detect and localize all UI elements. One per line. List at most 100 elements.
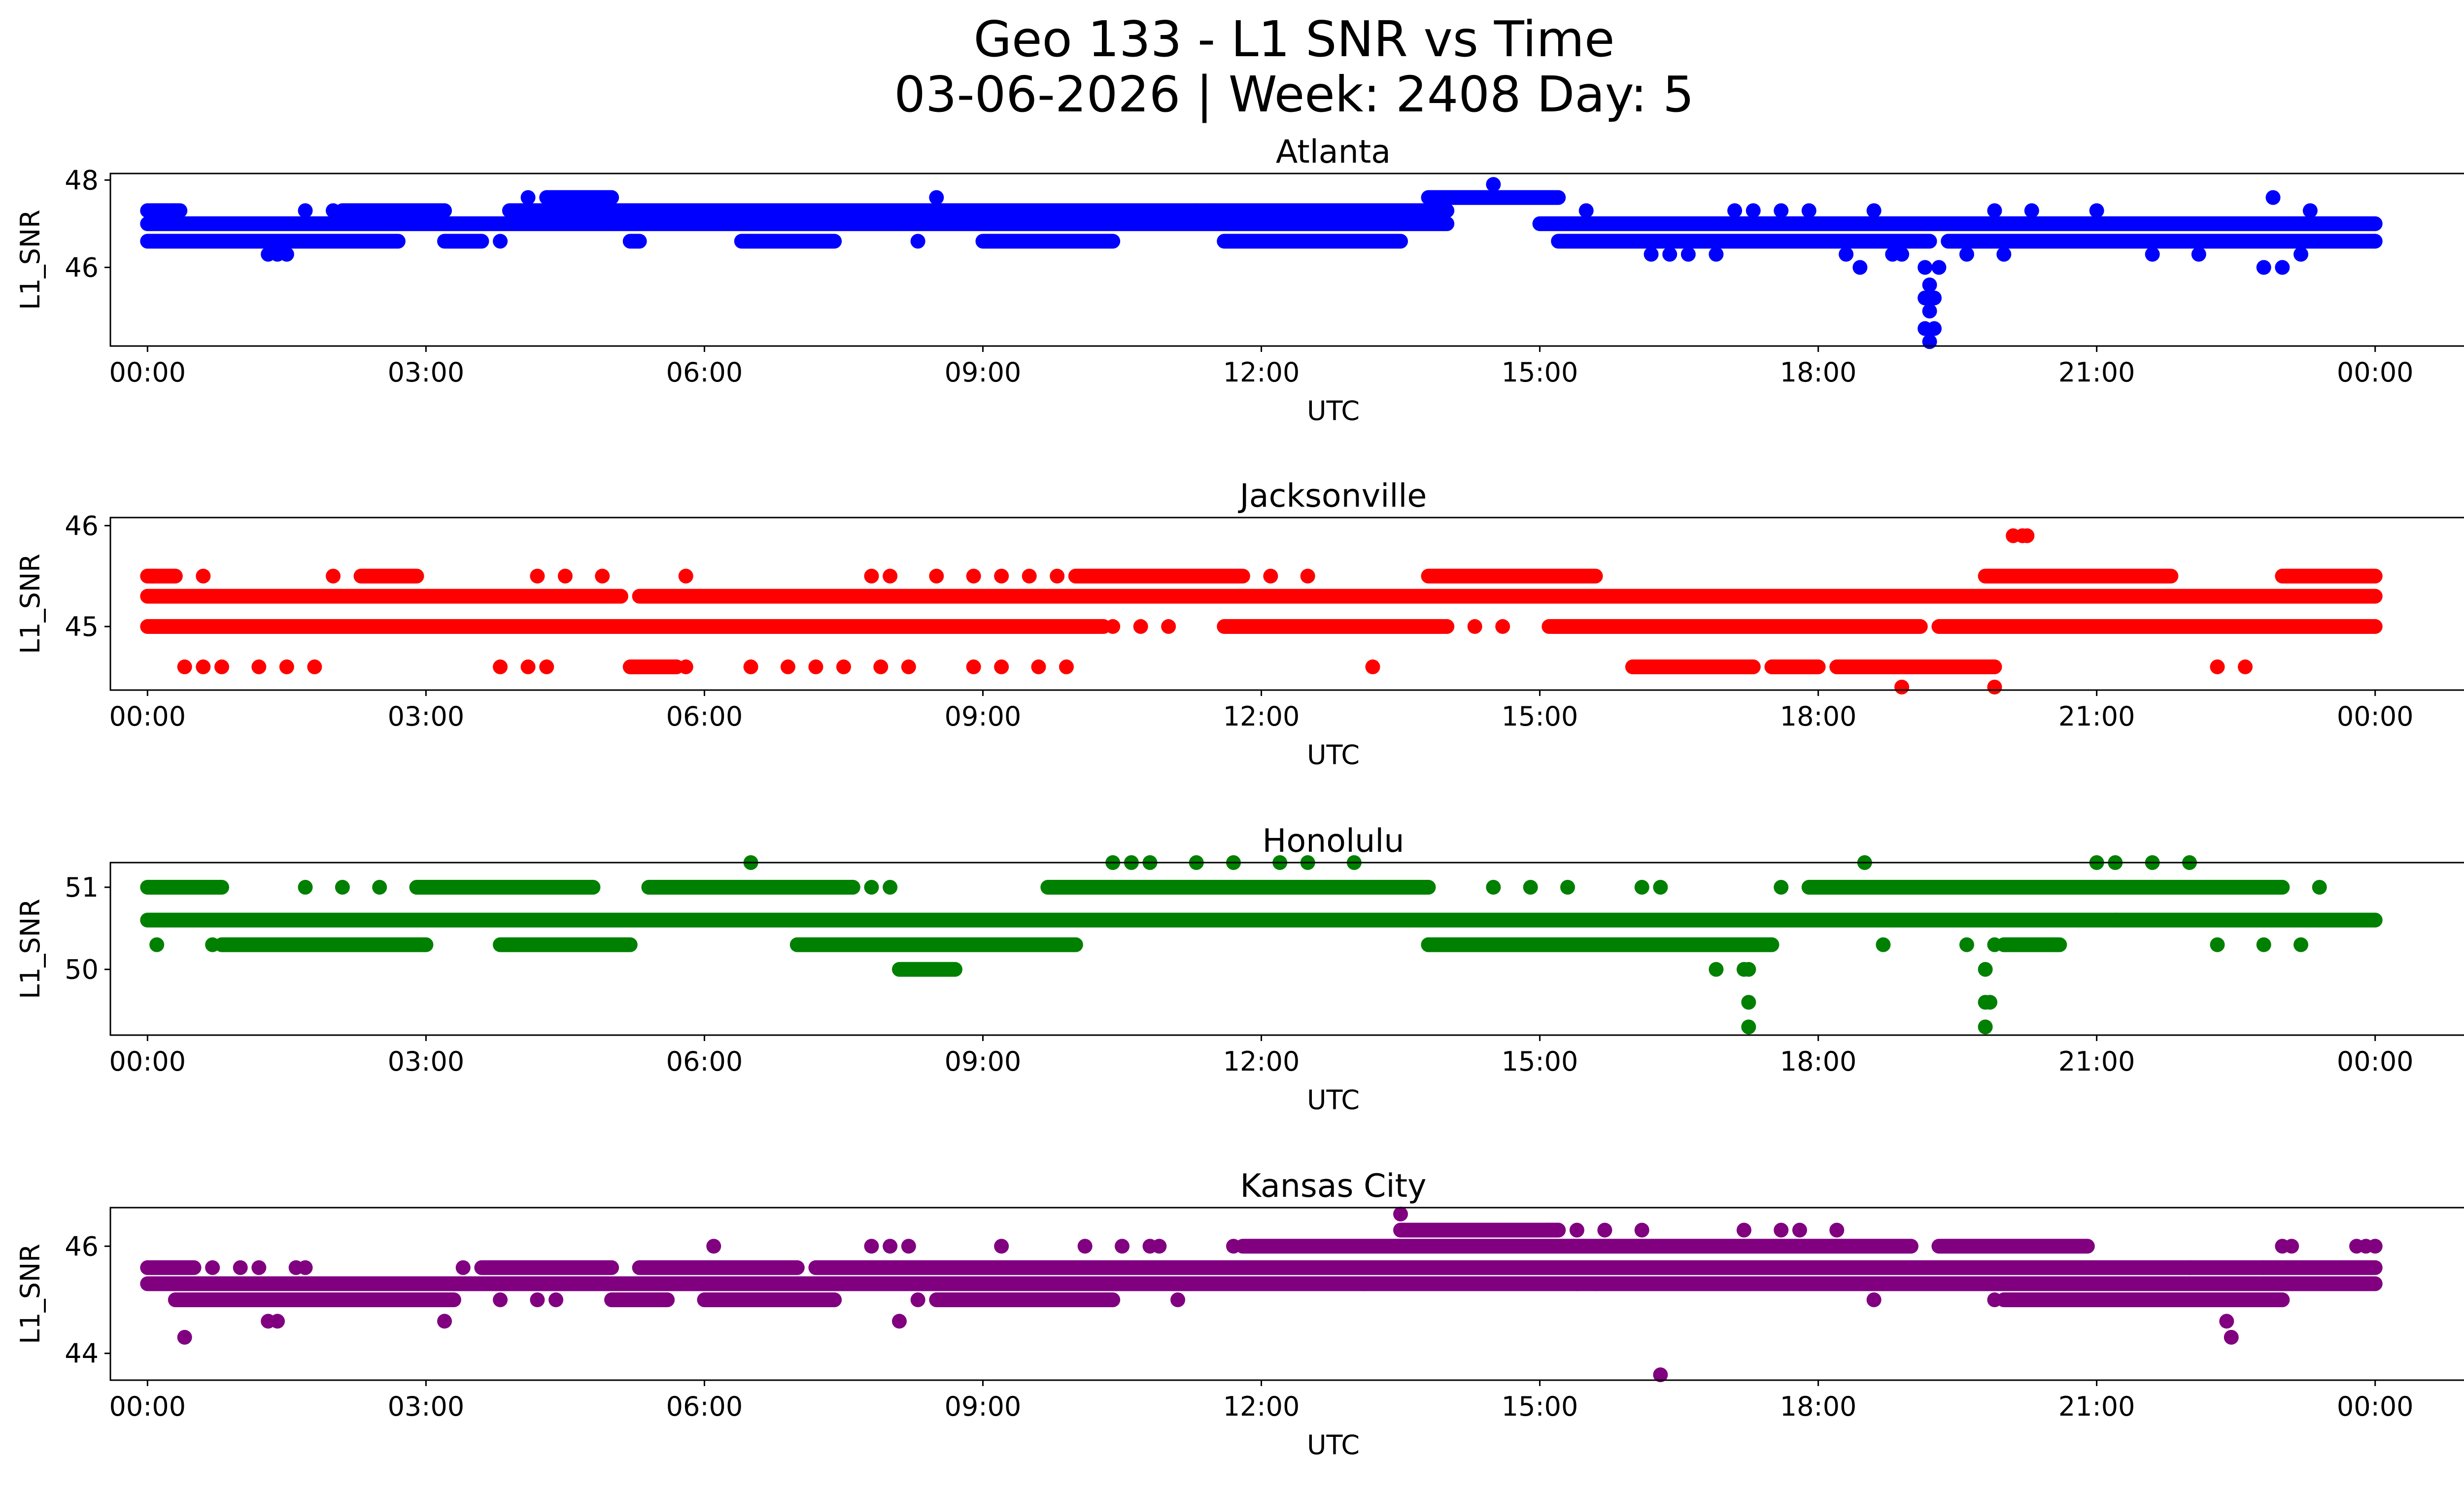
scatter-point	[2210, 937, 2225, 952]
scatter-point	[994, 659, 1009, 674]
scatter-point	[2219, 1314, 2234, 1329]
scatter-point	[279, 246, 294, 262]
x-tick-label: 21:00	[2058, 357, 2135, 388]
scatter-point	[780, 659, 795, 674]
scatter-point	[1569, 1276, 1584, 1291]
scatter-point	[883, 1239, 898, 1254]
scatter-point	[1495, 619, 1510, 634]
scatter-point	[2256, 260, 2271, 275]
scatter-point	[1959, 937, 1974, 952]
x-tick-label: 15:00	[1502, 357, 1578, 388]
scatter-point	[2024, 203, 2039, 218]
scatter-series	[140, 1207, 2383, 1383]
scatter-series	[140, 855, 2383, 1035]
scatter-point	[1927, 321, 1942, 336]
scatter-point	[836, 659, 851, 674]
scatter-point	[205, 1260, 220, 1275]
scatter-point	[298, 203, 313, 218]
x-tick-label: 00:00	[109, 357, 186, 388]
x-tick-label: 06:00	[666, 701, 743, 732]
y-tick-label: 45	[65, 611, 99, 642]
y-axis-label: L1_SNR	[15, 899, 46, 999]
y-tick-label: 50	[65, 954, 99, 985]
scatter-point	[1745, 203, 1761, 218]
scatter-point	[864, 880, 879, 895]
x-tick-label: 00:00	[109, 1046, 186, 1077]
scatter-point	[1987, 679, 2002, 695]
scatter-point	[2224, 1330, 2239, 1345]
scatter-point	[2367, 1239, 2383, 1254]
scatter-point	[1133, 619, 1148, 634]
scatter-point	[1560, 880, 1575, 895]
x-tick-label: 09:00	[945, 357, 1022, 388]
scatter-point	[1792, 1222, 1807, 1238]
scatter-point	[1727, 203, 1743, 218]
scatter-point	[251, 1260, 267, 1275]
scatter-point	[335, 880, 350, 895]
y-tick-label: 51	[65, 872, 99, 903]
subplot-jacksonville: Jacksonville 00:00 03:00 06:00 09:00 12:00 15:…	[15, 478, 2464, 770]
scatter-point	[530, 568, 545, 584]
scatter-point	[196, 659, 211, 674]
x-axis-label: UTC	[1307, 1084, 1360, 1115]
subplots: Atlanta 00:00 03:00 06:00 09:00 12:00 15:00 18:…	[15, 134, 2464, 1460]
scatter-point	[1852, 260, 1868, 275]
scatter-point	[1059, 659, 1074, 674]
scatter-point	[233, 1260, 248, 1275]
x-tick-label: 21:00	[2058, 1046, 2135, 1077]
x-tick-label: 00:00	[2337, 1046, 2414, 1077]
scatter-point	[2284, 1239, 2299, 1254]
scatter-point	[2293, 937, 2309, 952]
scatter-point	[1922, 304, 1937, 319]
x-axis-label: UTC	[1307, 395, 1360, 426]
x-tick-label: 12:00	[1223, 701, 1300, 732]
y-tick-label: 46	[65, 510, 99, 541]
scatter-point	[1077, 1239, 1093, 1254]
y-tick-label: 48	[65, 165, 99, 196]
scatter-point	[298, 1260, 313, 1275]
scatter-point	[205, 937, 220, 952]
scatter-point	[1680, 246, 1696, 262]
scatter-point	[196, 568, 211, 584]
scatter-point	[1741, 995, 1756, 1010]
scatter-point	[1393, 1207, 1408, 1222]
scatter-point	[1959, 246, 1974, 262]
subplot-title: Honolulu	[1262, 823, 1404, 860]
y-axis-label: L1_SNR	[15, 209, 46, 310]
scatter-point	[910, 1292, 925, 1307]
scatter-point	[1894, 246, 1910, 262]
x-tick-label: 03:00	[388, 1391, 465, 1422]
x-tick-label: 18:00	[1780, 357, 1857, 388]
scatter-point	[1300, 568, 1315, 584]
scatter-point	[2210, 659, 2225, 674]
x-tick-label: 18:00	[1780, 1046, 1857, 1077]
x-tick-label: 03:00	[388, 1046, 465, 1077]
figure-title-line2: 03-06-2026 | Week: 2408 Day: 5	[894, 66, 1694, 123]
scatter-point	[493, 234, 508, 249]
scatter-point	[530, 1292, 545, 1307]
scatter-point	[372, 880, 387, 895]
x-tick-label: 15:00	[1502, 1391, 1578, 1422]
scatter-point	[1978, 1019, 1993, 1035]
scatter-point	[929, 568, 944, 584]
scatter-point	[1774, 203, 1789, 218]
scatter-point	[149, 937, 165, 952]
axes-frame	[109, 517, 2464, 691]
scatter-point	[493, 659, 508, 674]
scatter-point	[493, 1292, 508, 1307]
scatter-point	[1741, 962, 1756, 977]
scatter-point	[1569, 1222, 1584, 1238]
scatter-point	[2302, 203, 2318, 218]
subplot-title: Atlanta	[1276, 134, 1391, 171]
subplot-atlanta: Atlanta 00:00 03:00 06:00 09:00 12:00 15:00 18:…	[15, 134, 2464, 426]
x-tick-label: 15:00	[1502, 701, 1578, 732]
scatter-point	[307, 659, 322, 674]
x-tick-label: 18:00	[1780, 701, 1857, 732]
scatter-point	[1588, 1276, 1603, 1291]
scatter-point	[1839, 246, 1854, 262]
scatter-point	[1922, 334, 1937, 349]
scatter-point	[1866, 1292, 1882, 1307]
scatter-point	[1983, 995, 1998, 1010]
scatter-point	[1741, 1019, 1756, 1035]
